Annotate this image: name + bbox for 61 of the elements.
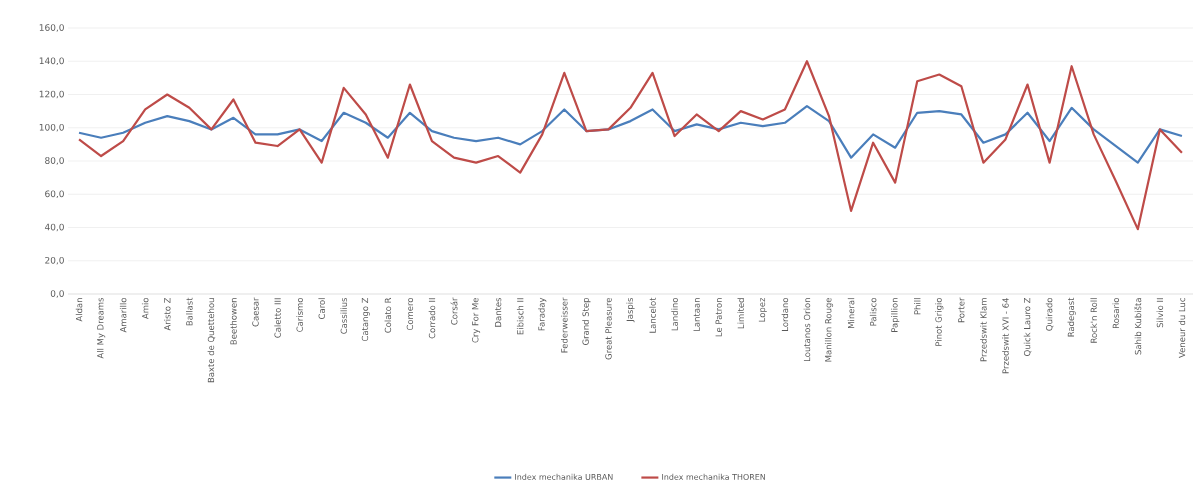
y-tick-label: 160,0 [39, 24, 64, 32]
y-tick-label: 100,0 [39, 123, 64, 132]
x-tick-label: Lantaan [693, 298, 700, 332]
x-tick-label: Veneur du Luc [1178, 298, 1186, 358]
x-tick-label: Przedswit XVI - 64 [1002, 298, 1009, 374]
x-tick-label: Lordano [781, 297, 789, 331]
x-tick-label: Caletto III [274, 298, 281, 338]
x-tick-label: Corsár [450, 297, 458, 325]
line-series [77, 60, 1184, 231]
x-tick-label: Limited [737, 298, 745, 329]
x-tick-label: Phill [914, 298, 921, 315]
x-tick-label: Amio [141, 297, 149, 320]
x-tick-label: Comero [406, 297, 414, 331]
y-tick-label: 140,0 [39, 57, 64, 66]
x-tick-label: Dantes [494, 297, 502, 327]
x-tick-label: Baxte de Quettehou [207, 298, 216, 383]
x-tick-label: Le Patron [715, 298, 722, 337]
x-tick-label: Grand Step [582, 297, 591, 345]
x-tick-label: Rock'n Roll [1090, 298, 1097, 343]
x-tick-label: Mineral [847, 298, 855, 328]
x-tick-label: Loutanos Orion [803, 298, 811, 362]
x-tick-label: All My Dreams [96, 297, 106, 359]
y-tick-label: 80,0 [45, 157, 64, 165]
x-tick-label: Caesar [252, 297, 259, 327]
x-tick-label: Carismo [296, 297, 303, 332]
y-tick-label: 120,0 [39, 90, 64, 99]
y-tick-label: 20,0 [45, 256, 64, 265]
x-tick-label: Ballast [186, 297, 193, 326]
x-tick-label: Silvio II [1156, 298, 1164, 328]
x-tick-label: Faraday [538, 297, 547, 331]
x-tick-label: Cassilius [340, 297, 348, 334]
x-tick-label: Porter [958, 297, 965, 323]
y-tick-label: 0,0 [50, 290, 64, 298]
x-tick-label: Przedswit Klam [980, 298, 987, 362]
x-tick-label: Lopez [758, 297, 767, 322]
x-tick-label: Quirado [1045, 297, 1054, 331]
x-tick-label: Sahib Kubišta [1134, 298, 1142, 355]
y-tick-label: 60,0 [45, 190, 64, 199]
x-tick-label: Rosario [1112, 297, 1120, 328]
x-tick-label: Eibisch II [516, 298, 524, 335]
y-tick-label: 40,0 [44, 223, 64, 232]
x-tick-label: Cry For Me [472, 297, 481, 343]
x-tick-label: Beethowen [230, 298, 237, 345]
x-tick-label: Aldan [75, 298, 83, 322]
x-tick-label: Pinot Grigio [935, 297, 944, 346]
x-tick-label: Jaspis [626, 297, 635, 323]
x-tick-label: Federweisser [561, 297, 568, 353]
x-tick-label: Catango Z [361, 297, 370, 342]
x-tick-label: Aristo Z [163, 297, 171, 331]
x-tick-label: Carol [318, 298, 325, 319]
x-tick-label: Quick Lauro Z [1023, 297, 1032, 356]
x-tick-label: Lancelot [649, 297, 656, 333]
x-tick-label: Papillion [891, 298, 900, 332]
x-tick-label: Palisco [869, 297, 877, 326]
x-tick-label: Landino [671, 297, 678, 331]
x-tick-label: Amarillo [119, 297, 127, 333]
x-tick-label: Colato R [384, 297, 392, 333]
x-tick-label: Corrado II [428, 298, 436, 339]
x-tick-label: Great Pleasure [605, 297, 612, 360]
x-tick-label: Manillon Rouge [824, 297, 834, 362]
x-tick-label: Radegast [1067, 297, 1076, 337]
